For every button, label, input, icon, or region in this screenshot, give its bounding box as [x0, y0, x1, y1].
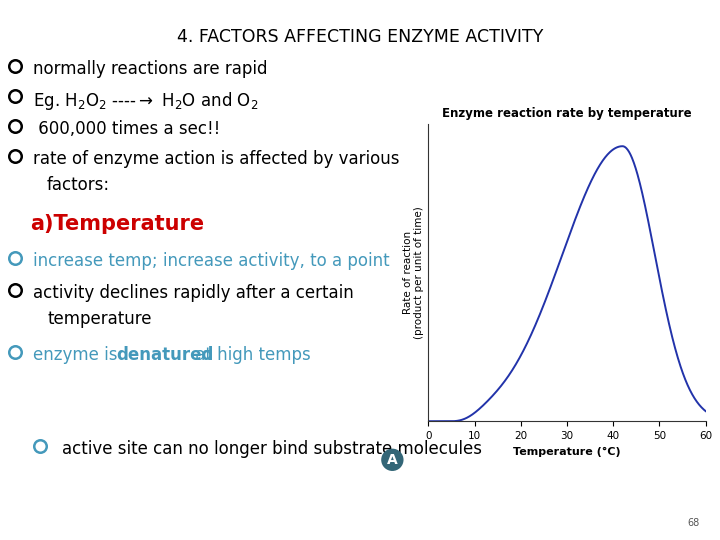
Text: temperature: temperature	[47, 310, 151, 328]
Text: at high temps: at high temps	[190, 346, 311, 364]
Text: increase temp; increase activity, to a point: increase temp; increase activity, to a p…	[33, 252, 390, 270]
Text: a)Temperature: a)Temperature	[30, 214, 204, 234]
Text: enzyme is: enzyme is	[33, 346, 122, 364]
Text: Eg. H$_2$O$_2$ ----$\rightarrow$ H$_2$O and O$_2$: Eg. H$_2$O$_2$ ----$\rightarrow$ H$_2$O …	[33, 90, 258, 112]
Text: rate of enzyme action is affected by various: rate of enzyme action is affected by var…	[33, 150, 400, 168]
Text: normally reactions are rapid: normally reactions are rapid	[33, 60, 268, 78]
Title: Enzyme reaction rate by temperature: Enzyme reaction rate by temperature	[442, 107, 692, 120]
Text: 600,000 times a sec!!: 600,000 times a sec!!	[33, 120, 220, 138]
Text: 68: 68	[688, 518, 700, 528]
X-axis label: Temperature (°C): Temperature (°C)	[513, 447, 621, 456]
Text: factors:: factors:	[47, 176, 110, 194]
Text: 4. FACTORS AFFECTING ENZYME ACTIVITY: 4. FACTORS AFFECTING ENZYME ACTIVITY	[177, 28, 543, 46]
Text: active site can no longer bind substrate molecules: active site can no longer bind substrate…	[62, 440, 482, 458]
Text: activity declines rapidly after a certain: activity declines rapidly after a certai…	[33, 284, 354, 302]
Text: denatured: denatured	[116, 346, 213, 364]
Y-axis label: Rate of reaction
(product per unit of time): Rate of reaction (product per unit of ti…	[402, 206, 424, 339]
Text: A: A	[387, 453, 397, 467]
